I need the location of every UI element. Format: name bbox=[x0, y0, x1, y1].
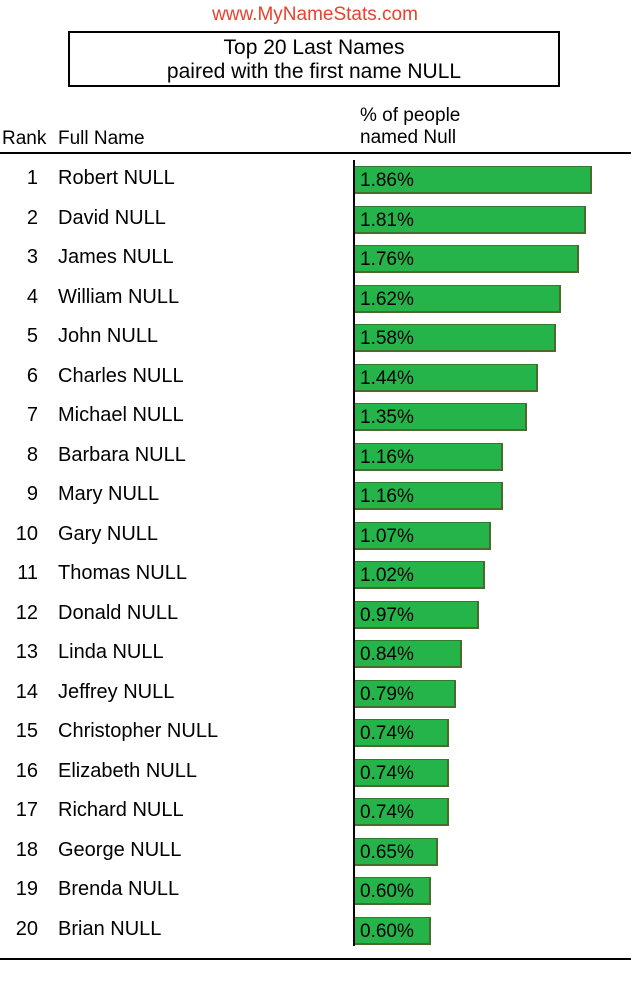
rank-label: 11 bbox=[17, 562, 38, 584]
percent-value-label: 1.16% bbox=[360, 446, 414, 468]
full-name-label: Michael NULL bbox=[58, 404, 184, 426]
full-name-label: Mary NULL bbox=[58, 483, 160, 505]
percent-value-label: 1.81% bbox=[360, 209, 414, 231]
full-name-label: Charles NULL bbox=[58, 364, 184, 387]
percent-bar bbox=[355, 403, 527, 431]
rank-label: 3 bbox=[26, 246, 38, 268]
percent-bar bbox=[355, 916, 431, 945]
percent-bar bbox=[355, 837, 438, 866]
full-name-label: Elizabeth NULL bbox=[58, 759, 197, 782]
chart-title-box: Top 20 Last Names paired with the first … bbox=[68, 31, 560, 87]
rank-label: 2 bbox=[26, 206, 38, 229]
percent-value-label: 0.79% bbox=[360, 683, 414, 705]
percent-bar bbox=[355, 363, 538, 392]
percent-value-label: 0.74% bbox=[360, 723, 414, 744]
full-name-label: Christopher NULL bbox=[58, 720, 219, 742]
percent-bar bbox=[355, 324, 556, 352]
percent-header-line-1: % of people bbox=[360, 105, 461, 126]
full-name-label: Donald NULL bbox=[58, 601, 179, 624]
full-name-label: Barbara NULL bbox=[58, 443, 186, 466]
rank-label: 19 bbox=[15, 878, 38, 900]
percent-value-label: 1.76% bbox=[360, 249, 414, 270]
full-name-label: Linda NULL bbox=[58, 641, 164, 663]
percent-value-label: 1.02% bbox=[360, 565, 414, 586]
percent-value-label: 1.86% bbox=[360, 170, 414, 191]
rank-label: 4 bbox=[26, 285, 38, 308]
percent-value-label: 1.35% bbox=[360, 407, 414, 428]
percent-value-label: 0.65% bbox=[360, 841, 414, 863]
full-name-label: Jeffrey NULL bbox=[58, 680, 175, 703]
percent-bar bbox=[355, 482, 503, 510]
rank-label: 16 bbox=[15, 759, 38, 782]
rank-label: 13 bbox=[15, 641, 38, 663]
rank-label: 5 bbox=[26, 325, 38, 347]
rank-label: 1 bbox=[26, 167, 38, 189]
full-name-label: John NULL bbox=[58, 325, 159, 347]
percent-value-label: 1.58% bbox=[360, 328, 414, 349]
percent-bar bbox=[355, 798, 449, 826]
chart-title-line-2: paired with the first name NULL bbox=[166, 60, 462, 83]
full-name-label: Brian NULL bbox=[58, 917, 162, 940]
percent-bar bbox=[355, 245, 579, 273]
percent-bar bbox=[355, 561, 485, 589]
percent-value-label: 0.97% bbox=[360, 604, 414, 626]
percent-value-label: 1.16% bbox=[360, 486, 414, 507]
full-name-label: Gary NULL bbox=[58, 522, 159, 545]
header-divider bbox=[0, 152, 631, 154]
rank-label: 20 bbox=[15, 917, 38, 940]
rank-label: 18 bbox=[15, 838, 38, 861]
rank-column-header: Rank bbox=[2, 128, 47, 149]
chart-title-line-1: Top 20 Last Names bbox=[223, 36, 405, 59]
rank-label: 6 bbox=[26, 364, 38, 387]
full-name-label: David NULL bbox=[58, 206, 166, 229]
bar-axis-line bbox=[353, 160, 355, 946]
percent-bar bbox=[355, 600, 479, 629]
rank-label: 9 bbox=[26, 483, 38, 505]
percent-value-label: 1.07% bbox=[360, 525, 414, 547]
rank-label: 15 bbox=[15, 720, 38, 742]
full-name-label: Robert NULL bbox=[58, 167, 175, 189]
percent-bar bbox=[355, 521, 491, 550]
rank-label: 10 bbox=[15, 522, 38, 545]
full-name-label: George NULL bbox=[58, 838, 182, 861]
percent-value-label: 0.60% bbox=[360, 920, 414, 942]
rank-label: 7 bbox=[26, 404, 38, 426]
percent-bar bbox=[355, 719, 449, 747]
percent-value-label: 0.74% bbox=[360, 802, 414, 823]
full-name-column-header: Full Name bbox=[58, 128, 145, 149]
percent-value-label: 1.62% bbox=[360, 288, 414, 310]
percent-value-label: 1.44% bbox=[360, 367, 414, 389]
site-url: www.MyNameStats.com bbox=[212, 4, 418, 25]
rank-label: 8 bbox=[26, 443, 38, 466]
percent-value-label: 0.74% bbox=[360, 762, 414, 784]
percent-value-label: 0.84% bbox=[360, 644, 414, 665]
percent-header-line-2: named Null bbox=[360, 127, 457, 148]
rank-label: 14 bbox=[15, 680, 38, 703]
percent-bar bbox=[355, 877, 431, 905]
percent-value-label: 0.60% bbox=[360, 881, 414, 902]
footer-divider bbox=[0, 958, 631, 960]
percent-bar bbox=[355, 640, 462, 668]
percent-bar bbox=[355, 442, 503, 471]
percent-bar bbox=[355, 284, 561, 313]
full-name-label: Richard NULL bbox=[58, 799, 184, 821]
full-name-label: Thomas NULL bbox=[58, 562, 187, 584]
rank-label: 12 bbox=[15, 601, 38, 624]
percent-bar bbox=[355, 205, 586, 234]
percent-bar bbox=[355, 166, 592, 194]
percent-bar bbox=[355, 758, 449, 787]
rank-label: 17 bbox=[15, 799, 38, 821]
full-name-label: Brenda NULL bbox=[58, 878, 180, 900]
percent-column-header: % of people named Null bbox=[360, 105, 460, 149]
percent-bar bbox=[355, 679, 456, 708]
full-name-label: William NULL bbox=[58, 285, 180, 308]
full-name-label: James NULL bbox=[58, 246, 174, 268]
